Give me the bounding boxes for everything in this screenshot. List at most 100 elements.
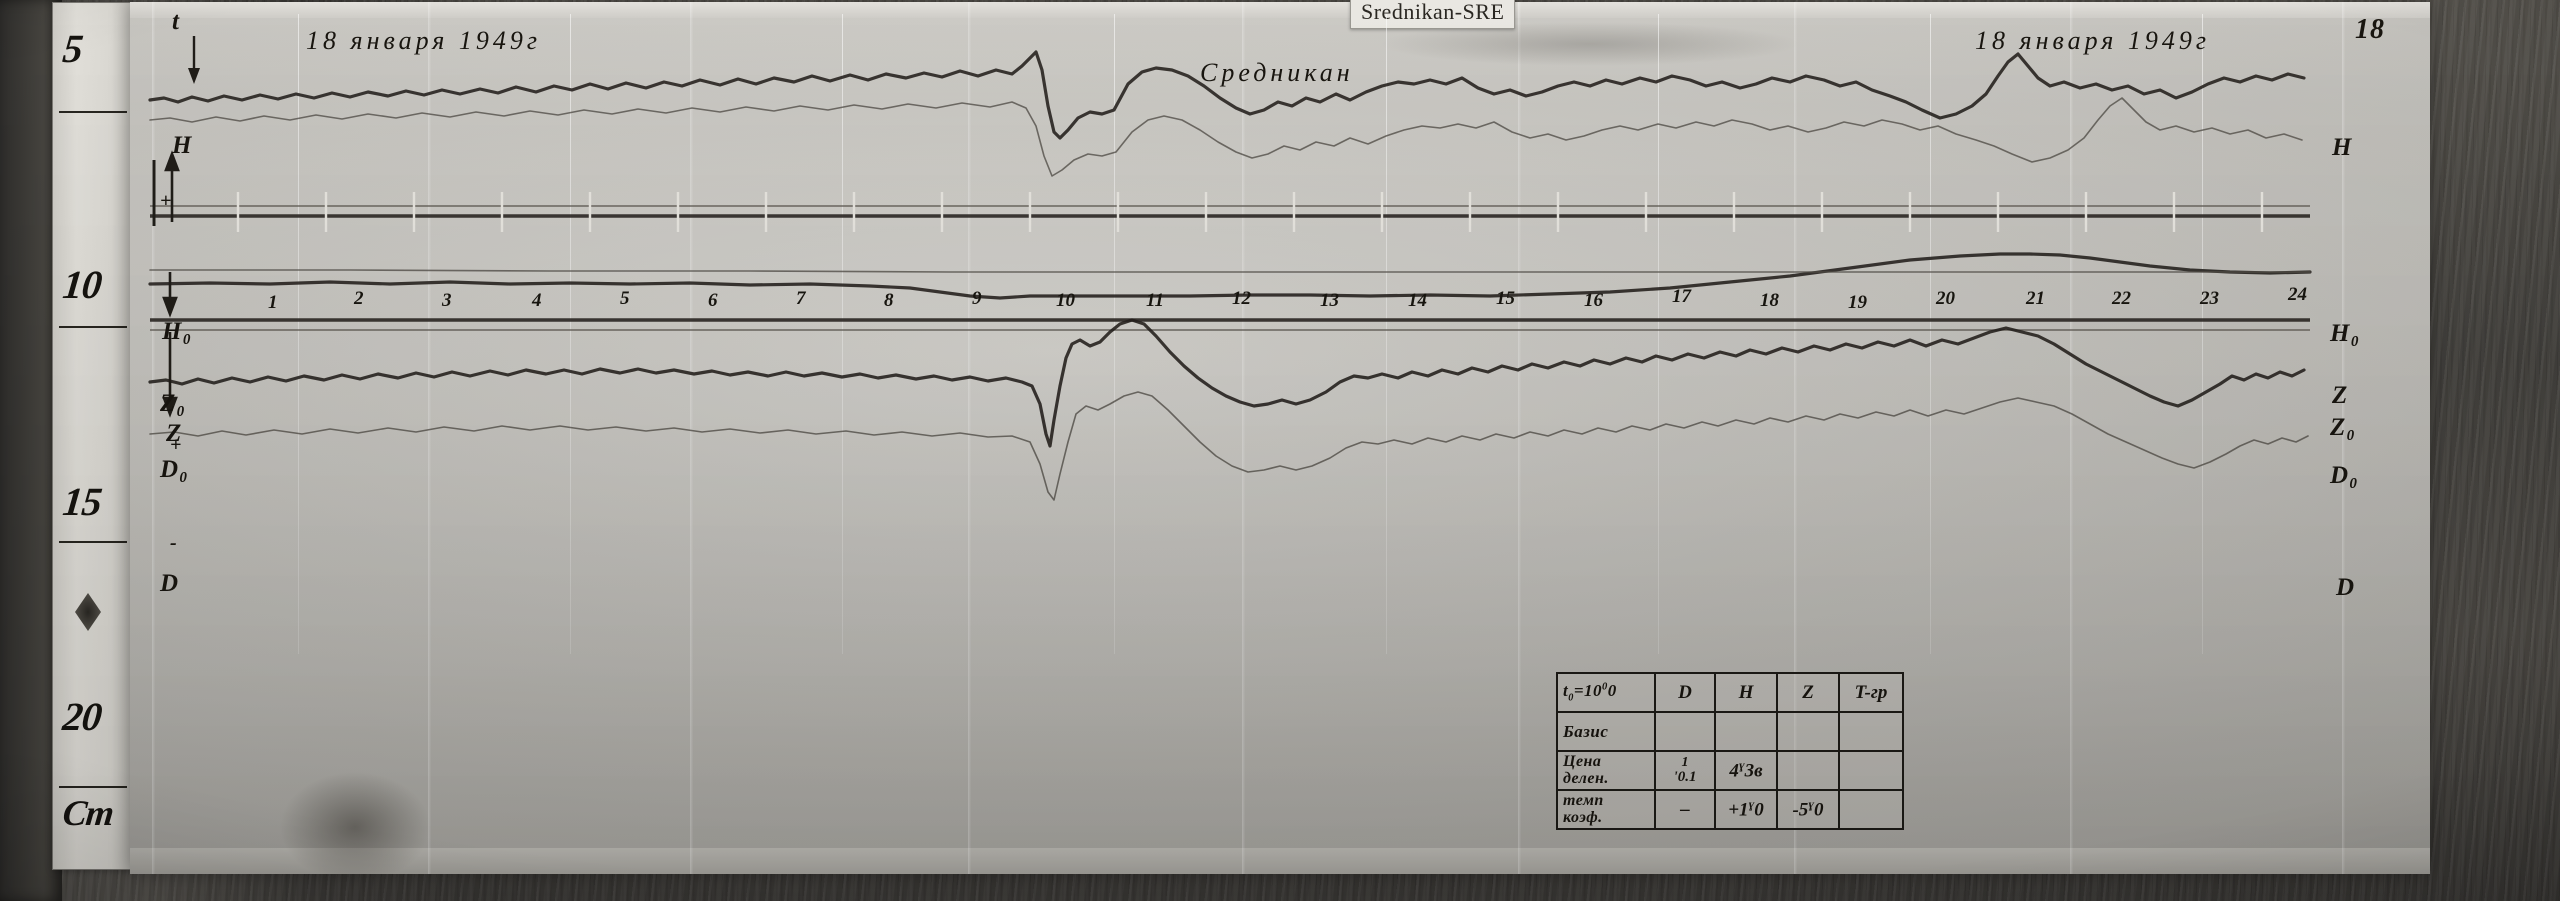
channel-label-Z0-right: Z₀ bbox=[2330, 414, 2356, 441]
sheet-number: 18 bbox=[2355, 14, 2385, 45]
channel-label-H0-right: H₀ bbox=[2330, 320, 2361, 347]
ruler-segment-20: 20 bbox=[59, 541, 127, 788]
paper-crease bbox=[152, 2, 155, 874]
hour-tick-15: 15 bbox=[1496, 288, 1515, 309]
hour-gridline bbox=[1114, 14, 1115, 654]
trace-H bbox=[148, 50, 2306, 140]
magnetogram-traces bbox=[148, 50, 2312, 501]
table-cell-cena-D: 1 '0.1 bbox=[1654, 750, 1716, 791]
hour-tick-21: 21 bbox=[2026, 288, 2045, 309]
table-row-label-bazis: Базис bbox=[1556, 711, 1656, 752]
channel-label-Z0-left: Z₀ bbox=[160, 390, 186, 417]
table-cell-cena-T bbox=[1838, 750, 1904, 791]
table-row: темп коэф. – +1ɣ0 -5ɣ0 bbox=[1556, 789, 1904, 830]
time-axis-ticks bbox=[152, 150, 2264, 418]
table-cell-bazis-T bbox=[1838, 711, 1904, 752]
table-header-H: H bbox=[1714, 672, 1778, 713]
channel-label-Z-left: Z bbox=[166, 420, 183, 447]
paper-crease bbox=[690, 2, 693, 874]
table-cell-temp-Z: -5ɣ0 bbox=[1776, 789, 1840, 830]
channel-label-D0-right: D₀ bbox=[2330, 462, 2359, 489]
trace-Z-upper bbox=[149, 269, 2311, 273]
time-axis-arrow-icon bbox=[188, 36, 200, 84]
table-header-D: D bbox=[1654, 672, 1716, 713]
diamond-marker-icon bbox=[75, 593, 101, 631]
date-label-right: 18 января 1949г bbox=[1975, 26, 2210, 55]
channel-label-D-right: D bbox=[2336, 574, 2356, 601]
table-cell-cena-Z bbox=[1776, 750, 1840, 791]
hour-gridline bbox=[842, 14, 843, 654]
ruler-segment-10: 10 bbox=[59, 111, 127, 328]
hour-gridline bbox=[1386, 14, 1387, 654]
ruler-segment-5: 5 bbox=[59, 3, 127, 113]
channel-label-H-left: H bbox=[172, 132, 193, 159]
paper-crease bbox=[2342, 2, 2345, 874]
hour-tick-5: 5 bbox=[620, 288, 630, 309]
table-row: Базис bbox=[1556, 711, 1904, 752]
hour-tick-11: 11 bbox=[1146, 290, 1164, 311]
ruler-unit-segment: Cm bbox=[59, 786, 127, 866]
polarity-plus-D: + bbox=[170, 434, 183, 456]
table-header-t0: t0=1000 bbox=[1556, 672, 1656, 713]
table-cell-temp-D: – bbox=[1654, 789, 1716, 830]
hour-gridline bbox=[2202, 14, 2203, 654]
table-cell-bazis-H bbox=[1714, 711, 1778, 752]
desk-shadow-left bbox=[0, 0, 62, 901]
hour-tick-4: 4 bbox=[532, 290, 542, 311]
channel-label-D0-left: D₀ bbox=[160, 456, 189, 483]
hour-tick-2: 2 bbox=[354, 288, 364, 309]
paper-smudge bbox=[1380, 22, 1800, 66]
hour-tick-16: 16 bbox=[1584, 290, 1603, 311]
channel-label-H0-left: H₀ bbox=[162, 318, 193, 345]
table-cell-bazis-D bbox=[1654, 711, 1716, 752]
calibration-table: t0=1000 D H Z T-гр Базис Цена делен. 1 '0… bbox=[1556, 672, 1904, 830]
hour-tick-22: 22 bbox=[2112, 288, 2131, 309]
table-header-Tgr: T-гр bbox=[1838, 672, 1904, 713]
hour-tick-7: 7 bbox=[796, 288, 806, 309]
hour-tick-6: 6 bbox=[708, 290, 718, 311]
table-cell-temp-H: +1ɣ0 bbox=[1714, 789, 1778, 830]
channel-label-D-left: D bbox=[160, 570, 180, 597]
ruler-mark-20: 20 bbox=[60, 694, 104, 739]
hour-tick-10: 10 bbox=[1056, 290, 1075, 311]
hour-gridline bbox=[570, 14, 571, 654]
hour-tick-8: 8 bbox=[884, 290, 894, 311]
time-axis-label: t bbox=[172, 8, 180, 35]
hour-tick-14: 14 bbox=[1408, 290, 1427, 311]
paper-crease bbox=[2070, 2, 2073, 874]
table-row: Цена делен. 1 '0.1 4ɣ3в bbox=[1556, 750, 1904, 791]
table-cell-temp-T bbox=[1838, 789, 1904, 830]
paper-smudge bbox=[280, 772, 430, 882]
hour-tick-20: 20 bbox=[1936, 288, 1955, 309]
hour-gridline bbox=[298, 14, 299, 654]
polarity-plus-H: + bbox=[160, 190, 173, 212]
channel-label-H-right: H bbox=[2332, 134, 2353, 161]
table-cell-cena-H: 4ɣ3в bbox=[1714, 750, 1778, 791]
hour-tick-12: 12 bbox=[1232, 288, 1251, 309]
paper-crease bbox=[1794, 2, 1797, 874]
table-cell-bazis-Z bbox=[1776, 711, 1840, 752]
ruler-segment-15: 15 bbox=[59, 326, 127, 543]
hour-tick-13: 13 bbox=[1320, 290, 1339, 311]
trace-D-shadow bbox=[149, 391, 2309, 501]
trace-plot-area bbox=[148, 14, 2312, 654]
hour-gridline bbox=[1930, 14, 1931, 654]
channel-label-Z-right: Z bbox=[2332, 382, 2349, 409]
paper-crease bbox=[968, 2, 971, 874]
hour-gridline bbox=[1658, 14, 1659, 654]
hour-tick-1: 1 bbox=[268, 292, 278, 313]
paper-crease bbox=[1242, 2, 1245, 874]
ruler-mark-10: 10 bbox=[60, 262, 104, 307]
date-label-left: 18 января 1949г bbox=[306, 26, 541, 55]
ruler-mark-5: 5 bbox=[60, 26, 85, 71]
trace-Z bbox=[148, 252, 2312, 300]
table-row-label-temp: темп коэф. bbox=[1556, 789, 1656, 830]
table-header-Z: Z bbox=[1776, 672, 1840, 713]
hour-tick-18: 18 bbox=[1760, 290, 1779, 311]
hour-tick-3: 3 bbox=[442, 290, 452, 311]
trace-D bbox=[148, 318, 2306, 448]
paper-crease bbox=[428, 2, 431, 874]
hour-tick-9: 9 bbox=[972, 288, 982, 309]
table-row-label-cena: Цена делен. bbox=[1556, 750, 1656, 791]
